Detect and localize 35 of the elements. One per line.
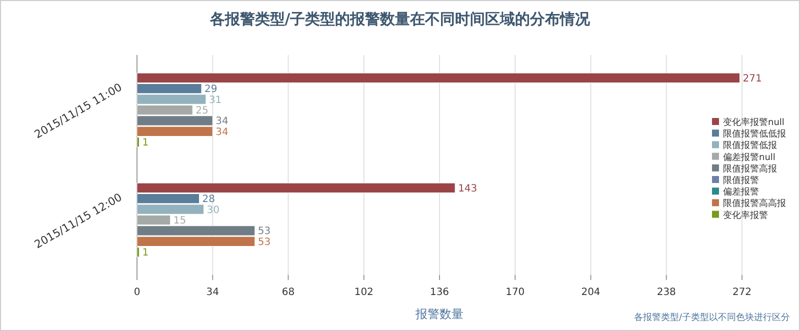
data-label: 1 bbox=[142, 138, 149, 149]
data-label: 271 bbox=[742, 73, 762, 84]
data-label: 25 bbox=[196, 106, 208, 116]
legend-label: 偏差报警null bbox=[723, 152, 776, 163]
data-label: 34 bbox=[216, 116, 228, 128]
data-label: 34 bbox=[216, 126, 228, 138]
data-label: 1 bbox=[142, 248, 149, 259]
data-label: 31 bbox=[208, 94, 222, 106]
x-tick-label: 68 bbox=[282, 287, 295, 298]
data-label: 15 bbox=[173, 216, 186, 226]
data-label: 53 bbox=[258, 236, 271, 248]
legend-label: 限值报警低低报 bbox=[723, 128, 786, 140]
legend-label: 限值报警高报 bbox=[723, 163, 777, 174]
x-tick-label: 0 bbox=[134, 287, 140, 298]
x-tick-label: 34 bbox=[206, 287, 219, 298]
x-axis-title: 报警数量 bbox=[414, 307, 464, 321]
x-tick-label: 170 bbox=[506, 287, 525, 298]
x-tick-label: 136 bbox=[430, 287, 450, 298]
x-tick-label: 238 bbox=[656, 287, 676, 298]
data-label: 143 bbox=[458, 183, 478, 194]
x-tick-label: 204 bbox=[581, 287, 600, 298]
legend-label: 变化率报警 bbox=[723, 210, 768, 221]
x-tick-label: 272 bbox=[732, 287, 752, 298]
data-label: 30 bbox=[206, 204, 220, 216]
legend-label: 限值报警低报 bbox=[723, 140, 777, 152]
data-label: 53 bbox=[258, 226, 271, 238]
title: 各报警类型/子类型的报警数量在不同时间区域的分布情况 bbox=[210, 10, 590, 28]
legend-label: 偏差报警 bbox=[723, 186, 759, 198]
data-label: 29 bbox=[204, 84, 218, 96]
x-tick-label: 102 bbox=[354, 287, 374, 298]
data-label: 28 bbox=[202, 194, 216, 206]
legend-label: 变化率报警null bbox=[723, 117, 784, 128]
legend-label: 限值报警高高报 bbox=[723, 198, 786, 210]
legend-label: 限值报警 bbox=[723, 175, 759, 186]
text: 各报警类型/子类型以不同色块进行区分 bbox=[634, 312, 790, 323]
